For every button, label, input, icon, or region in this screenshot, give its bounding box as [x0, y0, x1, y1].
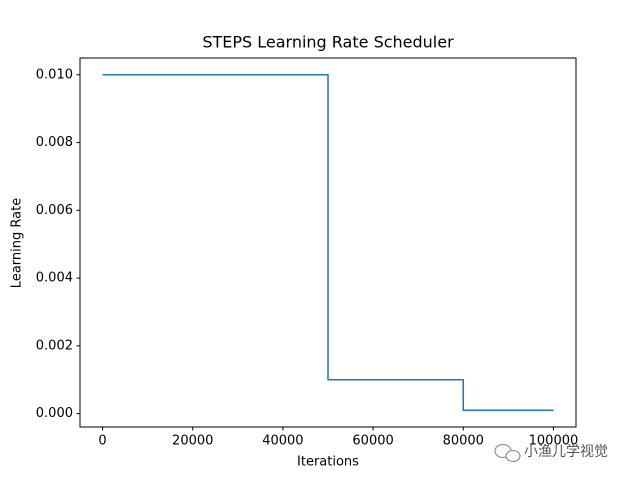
y-tick-label: 0.004 — [36, 271, 73, 286]
watermark: 小渔儿学视觉 — [524, 444, 608, 460]
x-tick-label: 80000 — [443, 434, 484, 449]
x-axis-label: Iterations — [297, 455, 359, 470]
x-tick-label: 100000 — [529, 434, 579, 449]
y-axis-label: Learning Rate — [10, 198, 25, 288]
y-tick-label: 0.006 — [36, 203, 73, 218]
line — [102, 74, 554, 411]
x-tick-label: 20000 — [172, 434, 213, 449]
y-tick-label: 0.010 — [36, 67, 73, 82]
watermark-icon — [494, 443, 521, 463]
chart-title: STEPS Learning Rate Scheduler — [202, 33, 454, 52]
y-tick-label: 0.002 — [36, 338, 73, 353]
y-tick-label: 0.000 — [36, 406, 73, 421]
axes-frame — [79, 57, 577, 428]
x-tick-label: 40000 — [262, 434, 303, 449]
x-tick-label: 60000 — [352, 434, 393, 449]
y-tick-label: 0.008 — [36, 135, 73, 150]
x-tick-label: 0 — [98, 434, 106, 449]
